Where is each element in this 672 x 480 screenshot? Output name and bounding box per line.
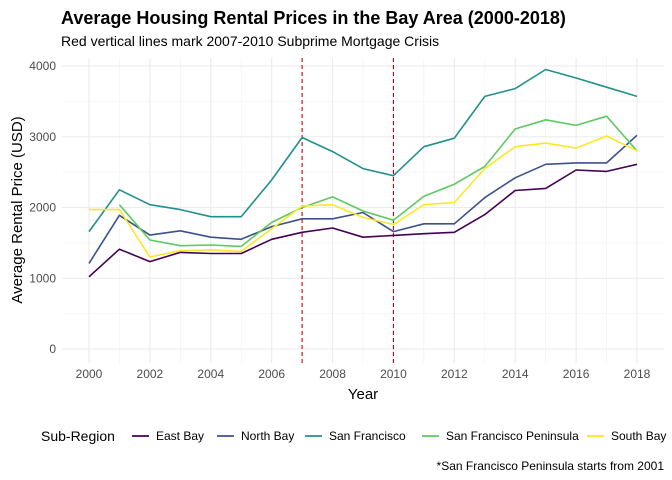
chart-title: Average Housing Rental Prices in the Bay…	[61, 8, 566, 28]
x-tick-label: 2008	[319, 367, 346, 381]
x-tick-label: 2012	[441, 367, 468, 381]
series-line-east-bay	[88, 163, 638, 278]
legend-label: South Bay	[611, 429, 666, 443]
y-tick-label: 1000	[29, 271, 56, 285]
legend: Sub-Region East Bay North Bay San Francisc…	[41, 428, 666, 444]
x-tick-label: 2016	[563, 367, 590, 381]
crisis-markers	[301, 58, 394, 363]
legend-label: East Bay	[156, 429, 204, 443]
x-axis-title: Year	[348, 386, 378, 403]
x-tick-label: 2004	[197, 367, 224, 381]
series-line-san-francisco-peninsula	[118, 115, 638, 248]
x-tick-label: 2014	[502, 367, 529, 381]
series-line-north-bay	[88, 134, 638, 264]
x-tick-label: 2018	[624, 367, 651, 381]
x-tick-label: 2010	[380, 367, 407, 381]
y-axis-title: Average Rental Price (USD)	[9, 116, 26, 303]
y-tick-label: 2000	[29, 201, 56, 215]
legend-label: San Francisco	[329, 429, 406, 443]
legend-label: North Bay	[241, 429, 294, 443]
x-tick-label: 2006	[258, 367, 285, 381]
legend-label: San Francisco Peninsula	[446, 429, 579, 443]
y-tick-label: 0	[49, 342, 56, 356]
y-tick-label: 3000	[29, 130, 56, 144]
y-tick-label: 4000	[29, 59, 56, 73]
x-tick-label: 2002	[137, 367, 164, 381]
chart-subtitle: Red vertical lines mark 2007-2010 Subpri…	[61, 33, 439, 49]
series-line-san-francisco	[88, 68, 638, 233]
series-lines	[88, 68, 638, 278]
legend-title: Sub-Region	[41, 428, 115, 444]
chart-caption: *San Francisco Peninsula starts from 200…	[437, 459, 665, 473]
x-axis-ticks: 2000 2002 2004 2006 2008 2010 2012 2014 2016 2018	[76, 367, 651, 381]
series-line-south-bay	[89, 135, 638, 258]
y-axis-ticks: 0 1000 2000 3000 4000	[29, 59, 56, 356]
x-tick-label: 2000	[76, 367, 103, 381]
